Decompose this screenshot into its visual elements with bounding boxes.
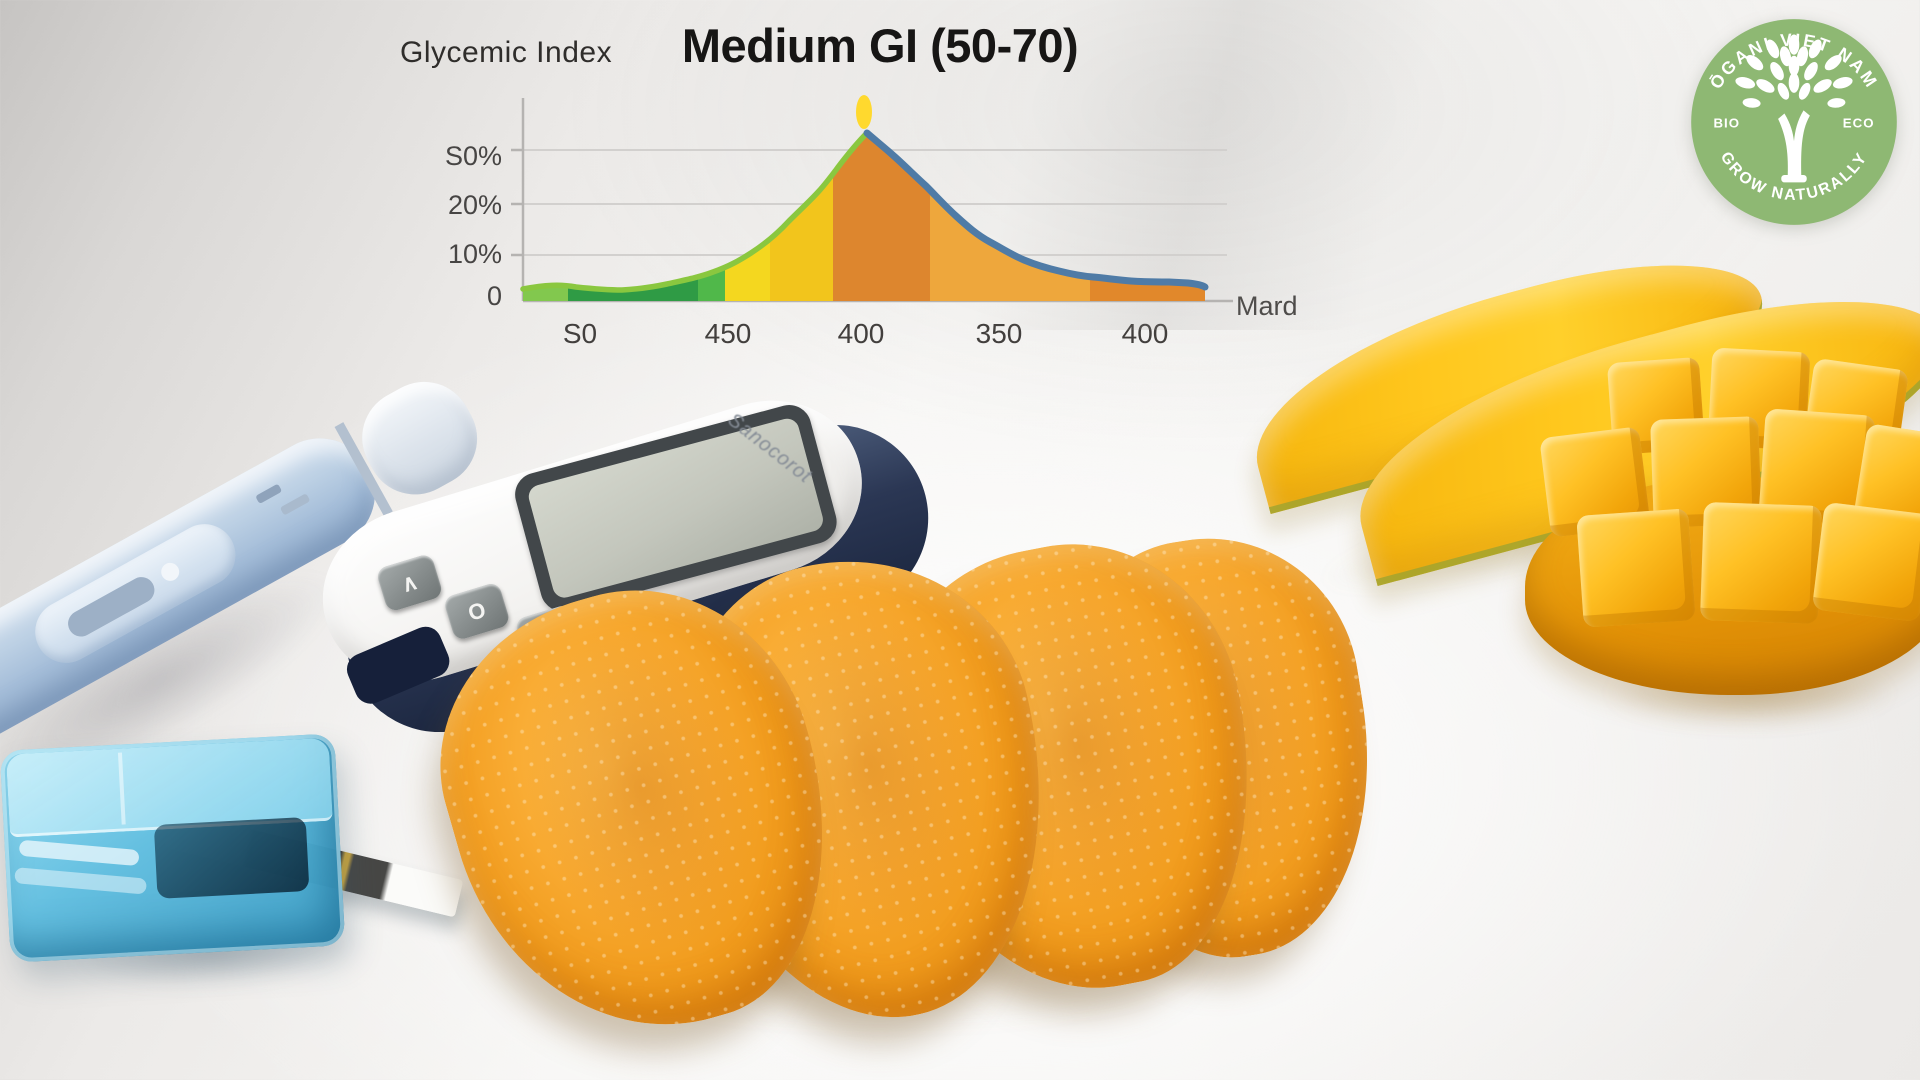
x-tick-1: S0 xyxy=(562,318,598,349)
left-slope-line xyxy=(520,130,870,293)
x-tick-2: 450 xyxy=(704,318,752,349)
ogani-vietnam-logo: ŌGANI VIET NAM GROW NATURALLY BIO ECO xyxy=(1691,19,1897,225)
strip-box-opening xyxy=(153,816,310,899)
up-chevron-icon: ∧ xyxy=(398,568,421,597)
axis-end-label: Mard xyxy=(1236,291,1298,322)
right-slope-line xyxy=(863,129,1209,291)
peak-marker xyxy=(856,95,872,129)
test-strip-box xyxy=(0,733,346,963)
chart-title: Medium GI (50-70) xyxy=(681,19,1079,72)
y-tick-10: 10% xyxy=(447,239,502,269)
ok-circle-icon: O xyxy=(464,596,489,626)
y-tick-0: 0 xyxy=(486,281,502,311)
gi-bell-curve-plot xyxy=(511,95,1233,303)
logo-bio-text: BIO xyxy=(1713,115,1740,130)
mango-cube xyxy=(1576,508,1696,628)
x-tick-5: 400 xyxy=(1121,318,1169,349)
x-tick-4: 350 xyxy=(975,318,1023,349)
y-tick-20: 20% xyxy=(447,190,502,220)
logo-circle xyxy=(1691,19,1897,225)
cubed-mango-hedgehog xyxy=(1520,347,1920,704)
mango-cube xyxy=(1811,501,1920,623)
logo-eco-text: ECO xyxy=(1843,115,1875,130)
y-tick-30: S0% xyxy=(444,141,502,171)
chart-axis-title: Glycemic Index xyxy=(400,36,613,69)
mango-cube xyxy=(1699,501,1823,625)
x-tick-3: 400 xyxy=(837,318,885,349)
logo-tree-icon xyxy=(1735,34,1853,183)
